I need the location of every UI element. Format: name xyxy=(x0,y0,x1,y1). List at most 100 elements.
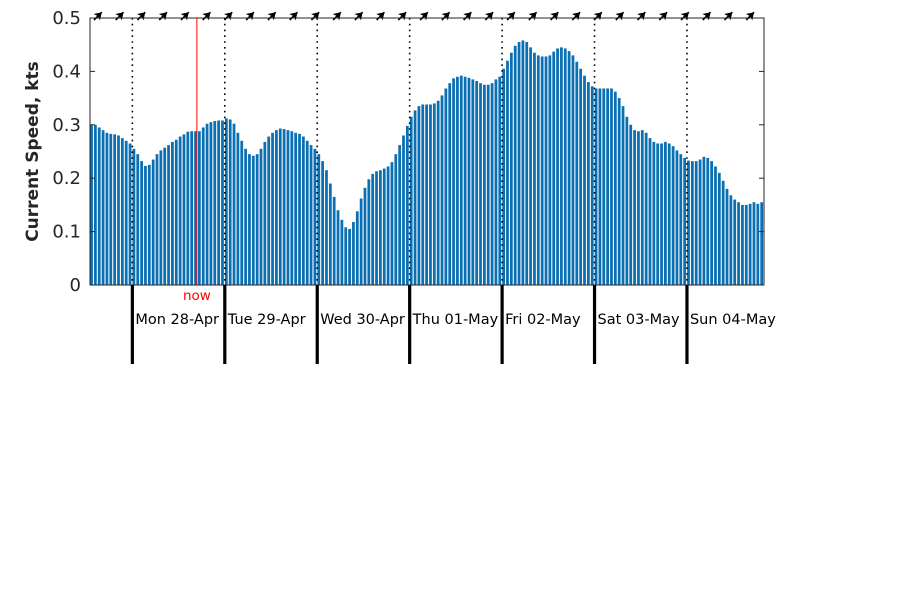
direction-arrow xyxy=(136,11,146,21)
speed-bar xyxy=(409,116,413,285)
speed-bar xyxy=(232,123,236,285)
direction-arrow xyxy=(571,11,581,21)
direction-arrow xyxy=(745,11,755,21)
speed-bar xyxy=(490,83,494,286)
speed-bar xyxy=(683,157,687,285)
speed-bar xyxy=(440,95,444,286)
speed-bar xyxy=(486,84,490,285)
speed-bar xyxy=(155,154,159,285)
speed-bar xyxy=(240,140,244,285)
speed-bar xyxy=(90,124,93,285)
speed-bar xyxy=(298,133,301,285)
speed-bar xyxy=(463,76,467,286)
speed-bar xyxy=(467,77,471,285)
speed-bar xyxy=(171,141,174,285)
speed-bar xyxy=(560,47,563,286)
speed-bar xyxy=(398,145,402,285)
speed-bar xyxy=(502,68,506,285)
speed-bar xyxy=(652,141,656,285)
direction-arrow xyxy=(310,11,320,21)
speed-bar xyxy=(625,116,629,285)
speed-bar xyxy=(147,164,151,285)
speed-bar xyxy=(586,82,590,285)
speed-bar xyxy=(602,88,606,286)
direction-arrow xyxy=(223,11,233,21)
speed-bar xyxy=(336,210,340,285)
speed-bar xyxy=(201,127,205,285)
speed-bar xyxy=(244,148,247,285)
speed-bar xyxy=(525,42,529,285)
speed-bar xyxy=(413,110,417,285)
speed-bar xyxy=(717,172,721,285)
speed-bar xyxy=(402,135,405,285)
speed-bar xyxy=(752,202,756,285)
speed-bar xyxy=(725,188,729,285)
speed-bar xyxy=(363,187,367,285)
speed-bar xyxy=(706,157,710,285)
speed-bar xyxy=(182,134,186,285)
speed-bar xyxy=(664,141,667,285)
direction-arrow xyxy=(180,11,190,21)
speed-bar xyxy=(498,76,502,286)
speed-bar xyxy=(687,160,690,285)
speed-bar xyxy=(328,183,332,285)
speed-bar xyxy=(675,150,679,285)
speed-bar xyxy=(309,145,313,285)
speed-bar xyxy=(128,143,132,285)
speed-bar xyxy=(671,146,675,285)
direction-arrow xyxy=(267,11,277,21)
speed-bar xyxy=(506,60,509,285)
speed-bar xyxy=(579,68,583,285)
speed-bar xyxy=(379,170,382,285)
speed-bar xyxy=(475,81,479,285)
speed-bar xyxy=(213,121,217,285)
speed-bar xyxy=(159,150,163,285)
speed-bar xyxy=(633,130,636,285)
day-separator-layer xyxy=(131,18,688,285)
speed-bar xyxy=(540,56,544,286)
speed-bar xyxy=(124,140,128,285)
speed-bar xyxy=(741,204,744,285)
speed-bar xyxy=(494,79,498,285)
speed-bar xyxy=(117,135,120,285)
speed-bar xyxy=(640,130,644,285)
speed-bar xyxy=(228,119,232,286)
direction-arrow xyxy=(158,11,168,21)
speed-bar xyxy=(321,161,325,285)
speed-bar xyxy=(556,48,559,285)
speed-bar xyxy=(144,165,147,285)
speed-bar xyxy=(660,143,663,285)
speed-bar xyxy=(197,131,201,285)
day-label: Sat 03-May xyxy=(598,312,680,328)
speed-bar xyxy=(194,131,197,285)
speed-bar xyxy=(344,227,348,285)
now-label: now xyxy=(183,288,211,304)
speed-bar xyxy=(390,162,394,285)
speed-bar xyxy=(694,161,698,285)
direction-arrow xyxy=(680,11,690,21)
speed-bar xyxy=(536,55,540,285)
speed-bar xyxy=(394,154,398,285)
direction-arrow xyxy=(419,11,429,21)
speed-bar xyxy=(325,170,328,285)
direction-arrow xyxy=(550,11,559,21)
speed-bar xyxy=(529,47,532,286)
speed-bar xyxy=(513,45,517,285)
speed-bar xyxy=(617,98,621,285)
speed-bar xyxy=(421,104,425,285)
speed-bar xyxy=(698,159,702,285)
direction-arrow xyxy=(397,11,407,21)
day-labels: Mon 28-Apr Tue 29-Apr Wed 30-Apr Thu 01-May… xyxy=(130,285,776,364)
speed-bar xyxy=(610,88,613,286)
speed-bar xyxy=(456,76,459,286)
speed-bar xyxy=(340,219,344,285)
speed-bar xyxy=(251,155,255,285)
direction-arrow xyxy=(463,11,472,21)
speed-bar xyxy=(367,179,371,285)
speed-bar xyxy=(417,106,421,285)
speed-bar xyxy=(533,52,536,286)
speed-bar xyxy=(105,132,109,285)
speed-bar xyxy=(267,136,271,285)
speed-bar xyxy=(509,52,513,286)
speed-bar xyxy=(359,198,363,285)
